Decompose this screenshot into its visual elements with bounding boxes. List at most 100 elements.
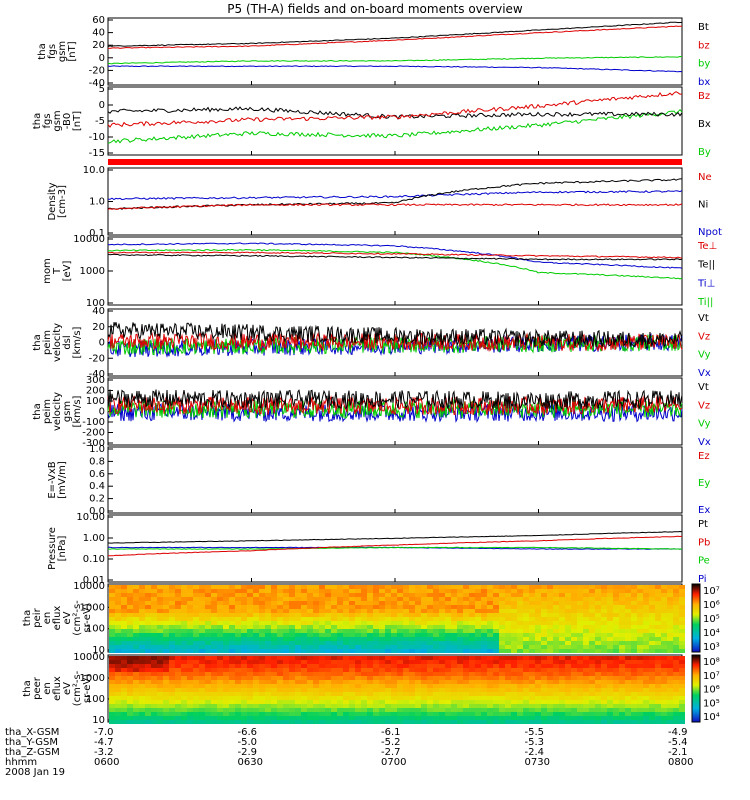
spectrogram-cell xyxy=(205,625,211,629)
spectrogram-cell xyxy=(433,668,439,672)
spectrogram-cell xyxy=(445,672,451,676)
legend-bx: bx xyxy=(698,77,710,88)
panel-peim_gsm: 3002001000-100-200-300thapeimvelocitygsm… xyxy=(32,375,711,449)
spectrogram-cell xyxy=(127,641,133,645)
spectrogram-cell xyxy=(499,708,505,712)
spectrogram-cell xyxy=(313,672,319,676)
spectrogram-cell xyxy=(373,708,379,712)
spectrogram-cell xyxy=(565,593,571,597)
spectrogram-cell xyxy=(367,692,373,696)
spectrogram-cell xyxy=(415,601,421,605)
spectrogram-cell xyxy=(259,700,265,704)
spectrogram-cell xyxy=(595,637,601,641)
spectrogram-cell xyxy=(649,680,655,684)
spectrogram-cell xyxy=(367,585,373,589)
spectrogram-cell xyxy=(451,597,457,601)
spectrogram-cell xyxy=(577,656,583,660)
spectrogram-cell xyxy=(355,625,361,629)
series-bz xyxy=(107,25,682,49)
spectrogram-cell xyxy=(469,680,475,684)
spectrogram-cell xyxy=(595,609,601,613)
spectrogram-cell xyxy=(589,641,595,645)
spectrogram-cell xyxy=(397,688,403,692)
spectrogram-cell xyxy=(457,613,463,617)
spectrogram-cell xyxy=(121,645,127,649)
ytick-label: 10.00 xyxy=(76,512,105,523)
spectrogram-cell xyxy=(565,625,571,629)
spectrogram-cell xyxy=(277,680,283,684)
spectrogram-cell xyxy=(541,660,547,664)
spectrogram-cell xyxy=(625,656,631,660)
spectrogram-cell xyxy=(145,629,151,633)
spectrogram-cell xyxy=(493,680,499,684)
spectrogram-cell xyxy=(319,660,325,664)
spectrogram-cell xyxy=(547,680,553,684)
spectrogram-cell xyxy=(301,645,307,649)
spectrogram-cell xyxy=(523,704,529,708)
spectrogram-cell xyxy=(475,684,481,688)
spectrogram-cell xyxy=(475,593,481,597)
spectrogram-cell xyxy=(529,589,535,593)
spectrogram-cell xyxy=(475,656,481,660)
spectrogram-cell xyxy=(667,585,673,589)
spectrogram-cell xyxy=(631,676,637,680)
spectrogram-cell xyxy=(595,645,601,649)
spectrogram-cell xyxy=(481,609,487,613)
spectrogram-cell xyxy=(535,589,541,593)
spectrogram-cell xyxy=(313,601,319,605)
spectrogram-cell xyxy=(499,637,505,641)
spectrogram-cell xyxy=(193,708,199,712)
spectrogram-cell xyxy=(487,696,493,700)
spectrogram-cell xyxy=(277,625,283,629)
spectrogram-cell xyxy=(277,597,283,601)
spectrogram-cell xyxy=(343,621,349,625)
spectrogram-cell xyxy=(187,649,193,653)
spectrogram-cell xyxy=(403,680,409,684)
spectrogram-cell xyxy=(625,716,631,720)
spectrogram-cell xyxy=(259,637,265,641)
ylabel-line: eflux xyxy=(52,676,63,701)
spectrogram-cell xyxy=(259,692,265,696)
spectrogram-cell xyxy=(265,696,271,700)
spectrogram-cell xyxy=(511,680,517,684)
spectrogram-cell xyxy=(607,660,613,664)
spectrogram-cell xyxy=(541,664,547,668)
spectrogram-cell xyxy=(175,601,181,605)
spectrogram-cell xyxy=(583,688,589,692)
spectrogram-cell xyxy=(259,668,265,672)
spectrogram-cell xyxy=(517,645,523,649)
colorbar-label: 10⁴ xyxy=(703,628,720,639)
spectrogram-cell xyxy=(475,633,481,637)
spectrogram-cell xyxy=(589,601,595,605)
spectrogram-cell xyxy=(529,621,535,625)
spectrogram-cell xyxy=(583,629,589,633)
spectrogram-cell xyxy=(217,601,223,605)
spectrogram-cell xyxy=(499,605,505,609)
spectrogram-cell xyxy=(409,672,415,676)
spectrogram-cell xyxy=(301,680,307,684)
spectrogram-cell xyxy=(667,609,673,613)
spectrogram-cell xyxy=(199,637,205,641)
spectrogram-cell xyxy=(409,593,415,597)
spectrogram-cell xyxy=(535,609,541,613)
spectrogram-cell xyxy=(613,597,619,601)
spectrogram-cell xyxy=(175,704,181,708)
spectrogram-cell xyxy=(487,645,493,649)
spectrogram-cell xyxy=(289,645,295,649)
spectrogram-cell xyxy=(523,633,529,637)
spectrogram-cell xyxy=(115,605,121,609)
spectrogram-cell xyxy=(631,593,637,597)
spectrogram-cell xyxy=(559,613,565,617)
spectrogram-cell xyxy=(415,668,421,672)
spectrogram-cell xyxy=(295,633,301,637)
spectrogram-cell xyxy=(223,664,229,668)
spectrogram-cell xyxy=(553,668,559,672)
spectrogram-cell xyxy=(379,649,385,653)
spectrogram-cell xyxy=(373,700,379,704)
spectrogram-cell xyxy=(217,625,223,629)
spectrogram-cell xyxy=(253,664,259,668)
spectrogram-cell xyxy=(565,641,571,645)
spectrogram-cell xyxy=(613,668,619,672)
spectrogram-cell xyxy=(367,708,373,712)
